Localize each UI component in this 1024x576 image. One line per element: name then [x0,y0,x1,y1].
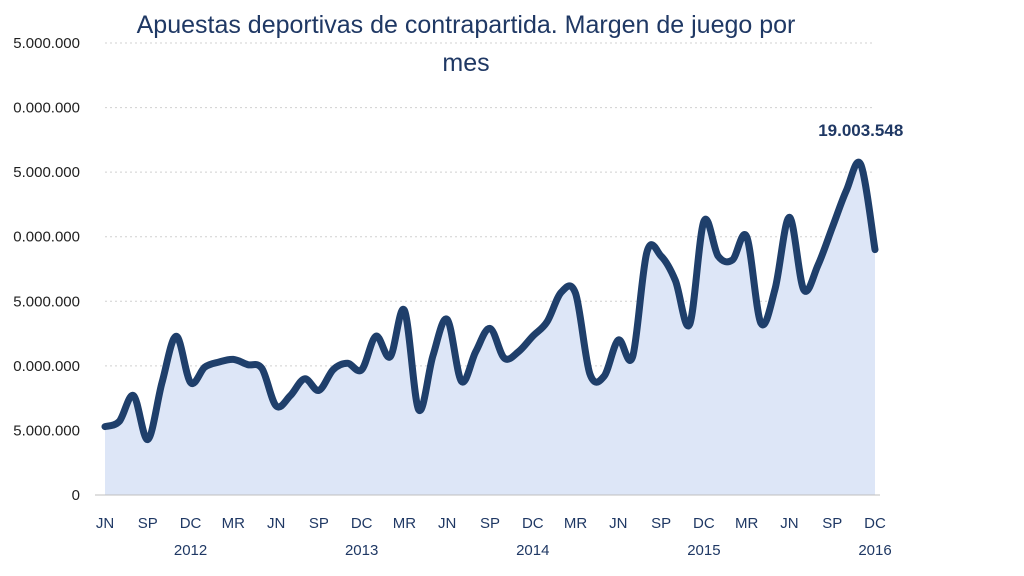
x-tick-label: SP [138,515,158,532]
year-label: 2015 [687,542,720,559]
y-tick-label: 0.000.000 [13,100,80,117]
year-label: 2016 [858,542,891,559]
x-tick-label: DC [180,515,202,532]
chart-title-line-2: mes [442,49,489,77]
x-tick-label: SP [480,515,500,532]
x-tick-label: DC [864,515,886,532]
x-tick-label: DC [693,515,715,532]
x-tick-label: DC [522,515,544,532]
x-tick-label: SP [309,515,329,532]
x-tick-label: MR [564,515,587,532]
x-tick-label: JN [780,515,798,532]
peak-annotation: 19.003.548 [818,121,903,140]
year-label: 2014 [516,542,549,559]
x-tick-label: JN [438,515,456,532]
y-tick-label: 0.000.000 [13,229,80,246]
y-tick-label: 5.000.000 [13,293,80,310]
x-tick-label: SP [822,515,842,532]
x-tick-label: MR [393,515,416,532]
x-axis-labels: JN SP DC MR JN SP DC MR JN SP DC MR JN SP DC MR JN SP DC [96,515,886,532]
x-tick-label: MR [222,515,245,532]
x-tick-label: DC [351,515,373,532]
x-tick-label: MR [735,515,758,532]
year-label: 2013 [345,542,378,559]
x-tick-label: SP [651,515,671,532]
y-tick-label: 5.000.000 [13,422,80,439]
year-labels: 2012 2013 2014 2015 2016 [174,542,892,559]
y-tick-label: 5.000.000 [13,164,80,181]
x-tick-label: JN [267,515,285,532]
chart-title: Apuestas deportivas de contrapartida. Ma… [137,11,796,39]
y-tick-label: 0 [72,487,80,504]
x-tick-label: JN [96,515,114,532]
x-tick-label: JN [609,515,627,532]
series-line [101,158,879,444]
y-axis-labels: 0 5.000.000 0.000.000 5.000.000 0.000.000 5.0… [13,35,80,504]
year-label: 2012 [174,542,207,559]
y-tick-label: 0.000.000 [13,358,80,375]
y-tick-label: 5.000.000 [13,35,80,52]
